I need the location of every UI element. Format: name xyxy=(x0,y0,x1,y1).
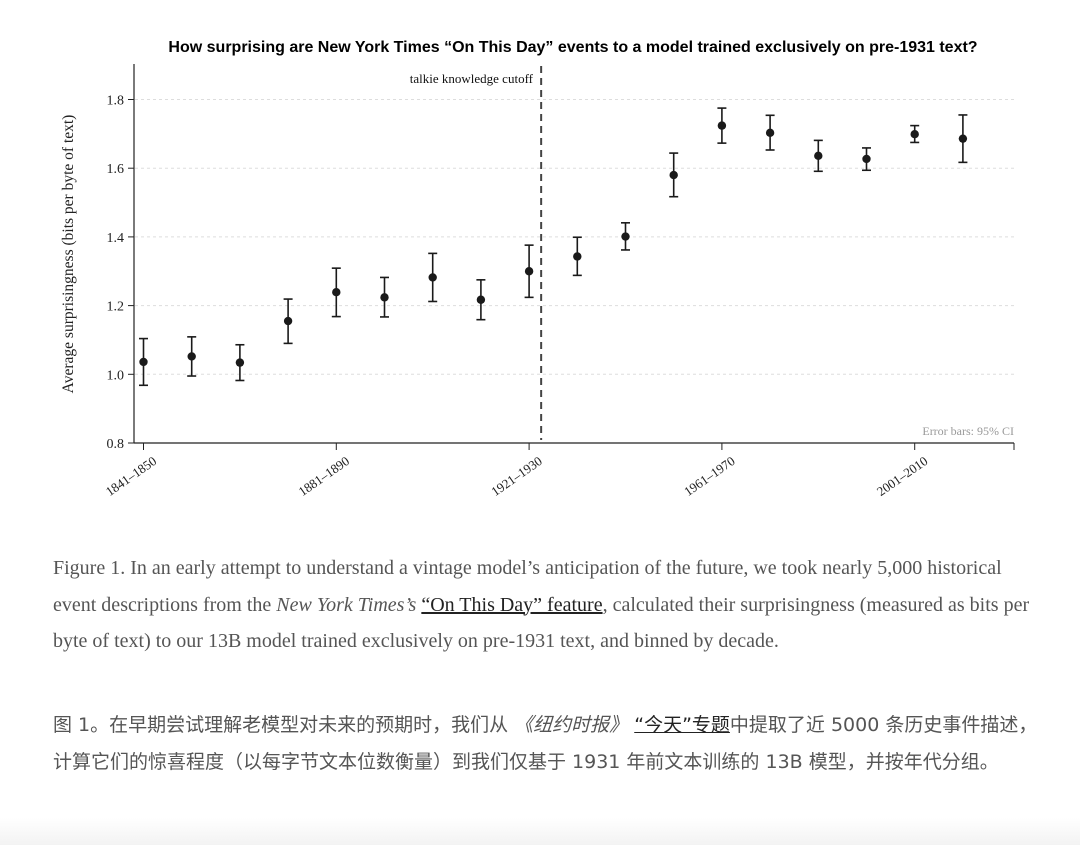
y-tick-label: 1.4 xyxy=(107,231,125,246)
x-tick-label: 1961–1970 xyxy=(681,453,738,499)
data-point-1841–1850 xyxy=(139,337,148,387)
point-marker xyxy=(669,170,678,180)
caption-zh-text-end: 中提取了近 5000 条历史事件描述，计算它们的惊喜程度（以每字节文本位数衡量）… xyxy=(53,714,1038,773)
point-marker xyxy=(717,121,727,130)
point-marker xyxy=(139,357,148,367)
data-point-1931–1940 xyxy=(572,236,582,277)
caption-zh-publication: 《纽约时报》 xyxy=(514,714,629,736)
data-point-1861–1870 xyxy=(235,343,245,382)
data-point-1891–1900 xyxy=(380,276,389,318)
on-this-day-link-zh[interactable]: “今天”专题 xyxy=(634,714,730,736)
y-tick-label: 1.0 xyxy=(107,368,125,383)
data-point-2001–2010 xyxy=(910,124,920,144)
data-point-1991–2000 xyxy=(862,147,871,172)
data-point-1921–1930 xyxy=(524,244,534,299)
point-marker xyxy=(958,134,968,143)
x-tick-label: 1841–1850 xyxy=(103,453,160,499)
bottom-fade xyxy=(0,818,1080,845)
data-point-1951–1960 xyxy=(669,152,679,198)
x-tick-label: 2001–2010 xyxy=(874,453,931,499)
error-bars-note: Error bars: 95% CI xyxy=(922,424,1014,438)
data-point-2011–2020 xyxy=(958,114,968,164)
data-point-1971–1980 xyxy=(765,114,775,151)
point-marker xyxy=(380,293,389,302)
y-tick-label: 1.8 xyxy=(107,94,125,109)
point-marker xyxy=(862,154,871,164)
point-marker xyxy=(476,295,486,304)
caption-zh-text: 图 1。在早期尝试理解老模型对未来的预期时，我们从 xyxy=(53,714,515,736)
point-marker xyxy=(524,267,534,276)
data-point-1911–1920 xyxy=(476,279,486,321)
caption-en-text: Figure 1. In an early attempt to underst… xyxy=(53,557,1002,616)
chart-title: How surprising are New York Times “On Th… xyxy=(168,39,977,56)
data-point-1901–1910 xyxy=(428,252,438,303)
data-point-1851–1860 xyxy=(187,336,197,377)
point-marker xyxy=(621,232,630,241)
data-points xyxy=(139,107,968,387)
point-marker xyxy=(910,129,919,139)
caption-en-text-end: , calculated their surprisingness (measu… xyxy=(53,593,1030,653)
data-point-1871–1880 xyxy=(283,298,293,345)
caption-en-publication: New York Times’s xyxy=(276,593,417,616)
point-marker xyxy=(187,352,196,361)
axes: 0.8 1.0 1.2 1.4 1.6 1.8 1841–1850 1881–1890 1921… xyxy=(103,64,1015,499)
point-marker xyxy=(428,273,437,282)
figure-caption-chinese: 图 1。在早期尝试理解老模型对未来的预期时，我们从 《纽约时报》 “今天”专题中… xyxy=(53,707,1048,781)
point-marker xyxy=(573,252,582,261)
point-marker xyxy=(235,358,245,367)
point-marker xyxy=(283,316,293,326)
data-point-1881–1890 xyxy=(331,267,341,318)
data-point-1941–1950 xyxy=(621,222,630,251)
point-marker xyxy=(765,128,775,138)
x-tick-label: 1881–1890 xyxy=(295,453,352,499)
cutoff-label: talkie knowledge cutoff xyxy=(410,71,534,86)
data-point-1981–1990 xyxy=(813,139,823,173)
point-marker xyxy=(332,288,341,297)
x-tick-label: 1921–1930 xyxy=(488,453,545,499)
figure-caption-english: Figure 1. In an early attempt to underst… xyxy=(53,550,1048,660)
point-marker xyxy=(814,151,823,161)
surprisingness-chart: How surprising are New York Times “On Th… xyxy=(60,39,1015,499)
y-tick-label: 1.2 xyxy=(107,300,125,315)
y-tick-label: 0.8 xyxy=(107,437,125,452)
on-this-day-link[interactable]: “On This Day” feature xyxy=(421,593,603,616)
chart-container: How surprising are New York Times “On Th… xyxy=(60,39,1015,499)
data-point-1961–1970 xyxy=(717,107,727,144)
y-axis-label: Average surprisingness (bits per byte of… xyxy=(60,115,77,394)
y-tick-label: 1.6 xyxy=(107,162,125,177)
